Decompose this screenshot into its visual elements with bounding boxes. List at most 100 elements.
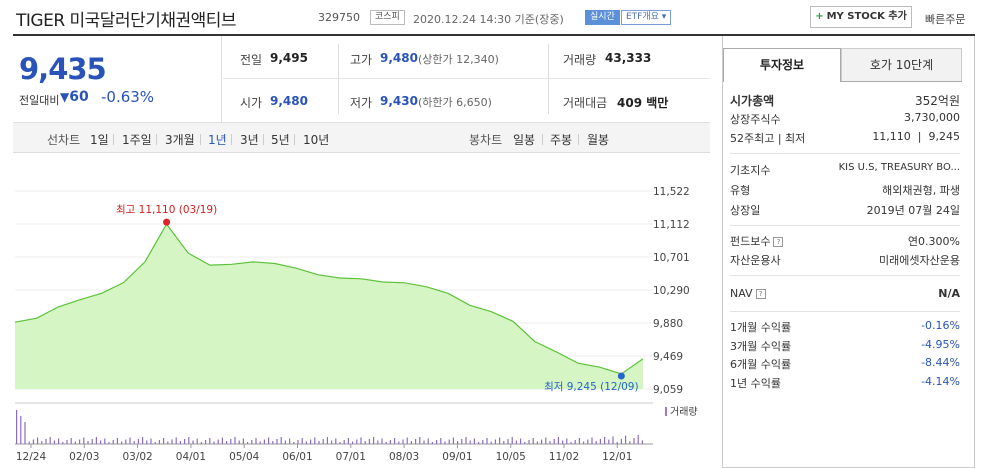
y-axis-ticks: 11,522 11,112 10,701 10,290 9,880 9,469 9,059: [653, 186, 690, 396]
volume-bar: [515, 440, 517, 444]
volume-bar: [301, 438, 303, 444]
volume-bar: [154, 442, 156, 444]
volume-bar: [394, 438, 396, 444]
info-row: 3개월 수익률 -4.95%: [730, 338, 960, 356]
range52-label: 52주최고 | 최저: [730, 132, 806, 145]
volume-bar: [457, 441, 459, 444]
volume-bar: [108, 442, 110, 444]
volume-bar: [175, 437, 177, 444]
volume-bar: [532, 438, 534, 444]
volume-bar: [549, 441, 551, 444]
volume-bar: [578, 438, 580, 444]
fee-label: 펀드보수: [730, 235, 771, 248]
tab-3y[interactable]: 3년: [240, 133, 259, 147]
volume-bar: [146, 440, 148, 444]
volume-bar: [478, 442, 480, 444]
price-area-fill: [15, 224, 643, 389]
volume-bar: [104, 438, 106, 444]
volume-bar: [45, 439, 47, 444]
tab-1w[interactable]: 1주일: [122, 133, 152, 147]
volume-bar: [87, 441, 89, 444]
line-chart-label: 선차트: [47, 133, 81, 147]
volume-bar: [284, 440, 286, 444]
price-change: ▼60: [60, 89, 89, 105]
upper-limit: (상한가 12,340): [418, 53, 499, 66]
fee-value: 연0.300%: [907, 235, 960, 248]
info-row: 상장일 2019년 07월 24일: [730, 202, 960, 220]
help-icon[interactable]: ?: [773, 237, 784, 247]
tab-separator: [200, 134, 201, 145]
amount-value: 409 백만: [617, 96, 669, 110]
return-6m-value: -8.44%: [921, 356, 960, 369]
price-chart[interactable]: 11,52211,11210,70110,2909,8809,4699,059 …: [13, 163, 710, 468]
quick-order-link[interactable]: 빠른주문: [925, 13, 966, 26]
volume-bar: [251, 440, 253, 444]
volume-bar: [125, 439, 127, 444]
volume-bar: [167, 441, 169, 444]
tab-3m[interactable]: 3개월: [165, 133, 195, 147]
x-tick-label: 04/01: [176, 451, 206, 463]
tab-1d[interactable]: 1일: [90, 133, 109, 147]
nav-label: NAV: [730, 287, 753, 300]
volume-bar: [209, 438, 211, 444]
volume-bar: [339, 442, 341, 444]
return-1y-label: 1년 수익률: [730, 377, 781, 390]
tab-separator: [231, 134, 232, 145]
range52-value: 11,110 | 9,245: [872, 130, 960, 143]
add-my-stock-button[interactable]: + MY STOCK 추가: [810, 6, 912, 28]
tab-10y[interactable]: 10년: [303, 133, 330, 147]
realtime-badge[interactable]: 실시간: [585, 10, 620, 25]
help-icon[interactable]: ?: [755, 289, 766, 299]
volume-bar: [133, 441, 135, 444]
volume-bar: [91, 439, 93, 444]
tab-weekly[interactable]: 주봉: [550, 133, 573, 147]
plus-icon: +: [815, 11, 824, 22]
price-change-value: 60: [69, 89, 89, 105]
volume-bar: [297, 440, 299, 444]
period-tab-bar: 선차트 1일 1주일 3개월 1년 3년 5년 10년 봉차트 일봉 주봉 월봉: [13, 122, 710, 153]
x-axis-ticks: 12/24 02/03 03/02 04/01 05/04 06/01 07/01 08/03…: [16, 444, 632, 463]
volume-bar: [196, 438, 198, 444]
tab-5y[interactable]: 5년: [271, 133, 290, 147]
volume-bar: [213, 441, 215, 444]
volume-bar: [360, 437, 362, 444]
volume-bar: [436, 440, 438, 444]
volume-bar: [49, 437, 51, 444]
volume-legend-swatch: [665, 407, 667, 416]
manager-label: 자산운용사: [730, 254, 781, 267]
return-3m-label: 3개월 수익률: [730, 340, 792, 353]
tab-investment-info[interactable]: 투자정보: [723, 48, 841, 82]
prev-close-value: 9,495: [270, 51, 308, 65]
info-row: 기초지수 KIS U.S, TREASURY BO...: [730, 162, 960, 180]
tab-order-book-10[interactable]: 호가 10단계: [841, 48, 962, 82]
return-1y-value: -4.14%: [921, 375, 960, 388]
tab-1y[interactable]: 1년: [208, 133, 227, 147]
x-tick-label: 12/01: [602, 451, 632, 463]
y-tick-label: 11,522: [653, 186, 690, 198]
volume-bar: [364, 441, 366, 444]
x-tick-label: 10/05: [496, 451, 526, 463]
amount-label: 거래대금: [563, 96, 608, 110]
y-tick-label: 11,112: [653, 219, 690, 231]
x-tick-label: 03/02: [122, 451, 152, 463]
x-tick-label: 05/04: [229, 451, 260, 463]
volume-bar: [234, 437, 236, 444]
tab-monthly[interactable]: 월봉: [587, 133, 610, 147]
volume-bar: [528, 440, 530, 444]
stock-code: 329750: [318, 11, 360, 24]
section-divider: [730, 275, 960, 276]
etf-info-dropdown[interactable]: ETF개요 ▾: [621, 10, 672, 25]
volume-bar: [604, 437, 606, 444]
volume-bar: [402, 439, 404, 444]
high-value: 9,480: [380, 51, 418, 65]
add-my-stock-label: MY STOCK 추가: [826, 11, 907, 22]
volume-bar: [293, 442, 295, 444]
change-label: 전일대비: [19, 94, 60, 107]
volume-bar: [305, 441, 307, 444]
stats-row-divider: [223, 78, 710, 79]
volume-bar: [637, 434, 639, 444]
volume-bar: [259, 441, 261, 444]
volume-bar: [469, 440, 471, 444]
candle-chart-label: 봉차트: [469, 133, 503, 147]
tab-daily[interactable]: 일봉: [513, 133, 536, 147]
